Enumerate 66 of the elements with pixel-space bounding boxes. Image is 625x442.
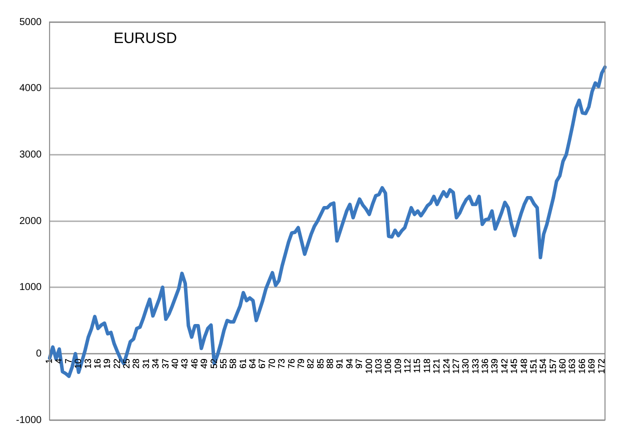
y-tick-label: 4000 — [19, 83, 42, 94]
x-tick-label: 28 — [131, 358, 142, 369]
x-tick-label: 61 — [238, 358, 248, 369]
x-tick-label: 145 — [509, 358, 520, 374]
x-tick-label: 82 — [306, 358, 316, 369]
x-tick-label: 16 — [92, 358, 102, 369]
x-tick-label: 34 — [150, 358, 161, 369]
x-tick-label: 127 — [450, 358, 461, 374]
x-tick-label: 103 — [373, 358, 384, 374]
x-tick-label: 166 — [576, 358, 587, 374]
x-tick-label: 19 — [102, 358, 112, 369]
x-tick-label: 58 — [228, 358, 238, 369]
x-tick-label: 70 — [266, 358, 277, 369]
x-tick-label: 76 — [286, 358, 296, 369]
y-tick-label: 2000 — [19, 216, 42, 227]
x-tick-label: 154 — [538, 358, 548, 374]
x-tick-label: 85 — [315, 358, 326, 369]
y-tick-label: 5000 — [19, 16, 42, 28]
x-tick-label: 148 — [518, 358, 529, 374]
x-tick-label: 169 — [586, 358, 597, 374]
x-tick-label: 40 — [170, 358, 180, 369]
x-tick-label: 13 — [82, 358, 93, 369]
y-tick-label: 1000 — [19, 282, 42, 294]
x-tick-label: 163 — [567, 358, 578, 374]
x-tick-label: 46 — [189, 358, 200, 369]
x-tick-label: 79 — [296, 358, 306, 369]
x-tick-label: 106 — [383, 358, 394, 374]
x-tick-label: 7 — [63, 358, 74, 364]
x-tick-label: 43 — [180, 358, 190, 369]
x-tick-label: 97 — [354, 358, 364, 369]
y-tick-label: 0 — [36, 348, 42, 360]
text: EURUSD — [114, 30, 178, 48]
x-tick-label: 112 — [402, 358, 413, 374]
y-tick-label: -1000 — [16, 414, 42, 426]
x-tick-label: 142 — [499, 358, 510, 374]
x-tick-label: 130 — [460, 358, 471, 374]
x-tick-label: 172 — [596, 358, 606, 374]
x-tick-label: 94 — [344, 358, 354, 369]
x-tick-label: 49 — [199, 358, 210, 369]
x-tick-label: 10 — [73, 358, 84, 369]
x-tick-label: 121 — [432, 358, 442, 374]
x-tick-label: 100 — [364, 358, 374, 374]
x-tick-label: 109 — [392, 358, 403, 374]
x-tick-label: 133 — [470, 358, 480, 374]
x-tick-label: 118 — [422, 358, 432, 374]
x-tick-label: 64 — [248, 358, 258, 369]
x-tick-label: 67 — [257, 358, 268, 369]
x-tick-label: 151 — [528, 358, 538, 374]
x-tick-label: 31 — [140, 358, 151, 369]
x-tick-label: 139 — [490, 358, 500, 374]
x-tick-label: 88 — [325, 358, 335, 369]
x-tick-label: 157 — [548, 358, 558, 374]
x-tick-label: 91 — [334, 358, 345, 369]
x-tick-label: 136 — [480, 358, 490, 374]
x-tick-label: 115 — [412, 358, 422, 374]
x-tick-label: 37 — [160, 358, 170, 369]
y-tick-label: 3000 — [19, 149, 42, 160]
x-tick-label: 1 — [44, 358, 54, 364]
x-tick-label: 124 — [441, 358, 452, 374]
x-tick-label: 160 — [558, 358, 568, 374]
x-tick-label: 55 — [218, 358, 228, 369]
x-tick-label: 25 — [122, 358, 132, 369]
x-tick-label: 73 — [276, 358, 287, 369]
x-tick-label: 4 — [54, 358, 64, 364]
x-tick-label: 22 — [112, 358, 122, 369]
x-tick-label: 52 — [208, 358, 219, 369]
